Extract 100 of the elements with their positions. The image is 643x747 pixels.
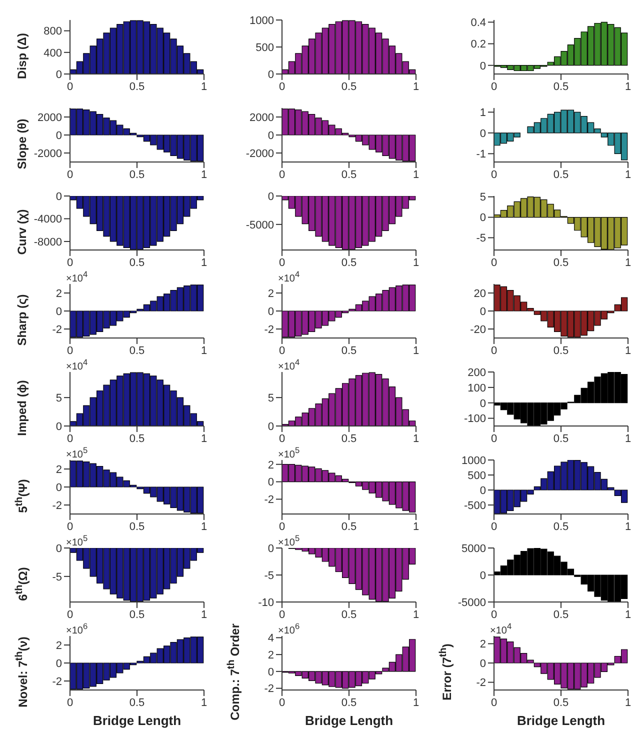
y-tick-label: 400 <box>44 47 62 60</box>
y-tick-label: 2 <box>56 464 62 476</box>
x-tick-label: 0 <box>490 80 498 93</box>
y-tick-label: 0 <box>480 484 486 497</box>
x-axis-title: Bridge Length <box>92 713 182 728</box>
x-tick-label: 0.5 <box>129 256 145 269</box>
y-tick-label: -2 <box>264 324 274 336</box>
x-tick-label: 0.5 <box>341 344 357 357</box>
y-tick-label: -4000 <box>34 214 62 226</box>
y-tick-label: 0 <box>268 190 274 203</box>
y-tick-label: -5 <box>476 232 486 245</box>
x-tick-label: 0.5 <box>129 608 145 621</box>
x-tick-label: 0.5 <box>341 432 357 445</box>
x-tick-label: 1 <box>200 432 208 445</box>
y-tick-label: -2 <box>264 494 274 506</box>
x-tick-label: 0 <box>278 520 286 533</box>
y-tick-label: 1000 <box>250 14 274 27</box>
x-tick-label: 0 <box>278 344 286 357</box>
y-axis-title: Imped (ϕ) <box>15 380 29 436</box>
x-tick-label: 0 <box>490 168 498 181</box>
y-tick-label: 800 <box>44 26 62 38</box>
x-tick-label: 1 <box>624 168 632 181</box>
x-tick-label: 1 <box>412 608 420 621</box>
y-tick-label: 0 <box>480 128 486 140</box>
x-tick-label: 0 <box>490 696 498 709</box>
x-tick-label: 1 <box>412 696 420 709</box>
x-tick-label: 0.5 <box>129 80 145 93</box>
x-tick-label: 0.5 <box>341 696 357 709</box>
y-tick-label: 0 <box>268 420 274 433</box>
x-tick-label: 0 <box>66 256 74 269</box>
x-tick-label: 1 <box>200 80 208 93</box>
x-tick-label: 0.5 <box>553 696 569 709</box>
y-tick-label: 0 <box>56 658 62 670</box>
y-tick-label: 0 <box>480 212 486 224</box>
x-tick-label: 1 <box>412 80 420 93</box>
y-tick-label: 200 <box>468 366 486 379</box>
annotation: ×10$^{5}$ <box>66 533 88 548</box>
y-tick-label: 0 <box>56 306 62 318</box>
x-tick-label: 1 <box>624 608 632 621</box>
x-tick-label: 0 <box>66 168 74 181</box>
annotation: ×10$^{4}$ <box>278 269 300 284</box>
y-tick-label: 0 <box>480 60 486 72</box>
x-tick-label: 1 <box>412 520 420 533</box>
x-tick-label: 1 <box>624 344 632 357</box>
y-tick-label: 0.4 <box>470 17 486 30</box>
y-tick-label: -5 <box>52 571 62 584</box>
x-tick-label: 0 <box>278 256 286 269</box>
x-tick-label: 0.5 <box>553 80 569 93</box>
y-tick-label: 2000 <box>38 112 62 124</box>
y-tick-label: 0.2 <box>470 38 486 51</box>
y-tick-label: -100 <box>464 413 486 426</box>
y-tick-label: -2 <box>52 500 62 512</box>
x-tick-label: 1 <box>412 344 420 357</box>
x-tick-label: 1 <box>200 608 208 621</box>
y-tick-label: 2 <box>268 649 274 662</box>
y-tick-label: -20 <box>470 324 486 336</box>
x-tick-label: 0 <box>66 432 74 445</box>
y-tick-label: -500 <box>464 500 486 512</box>
y-tick-label: -2 <box>264 683 274 696</box>
y-tick-label: 0 <box>480 658 486 670</box>
y-tick-label: 0 <box>56 190 62 203</box>
x-tick-label: 1 <box>624 80 632 93</box>
x-tick-label: 0 <box>278 80 286 93</box>
x-tick-label: 1 <box>624 520 632 533</box>
y-tick-label: 0 <box>268 130 274 142</box>
y-axis-title: Disp (Δ) <box>15 33 29 79</box>
x-tick-label: 0 <box>278 696 286 709</box>
y-tick-label: 0 <box>268 68 274 81</box>
y-tick-label: 500 <box>468 470 486 482</box>
y-tick-label: 4 <box>268 632 274 645</box>
x-tick-label: 0 <box>490 344 498 357</box>
y-tick-label: 0 <box>480 570 486 582</box>
y-tick-label: 0 <box>480 306 486 318</box>
x-tick-label: 0 <box>490 608 498 621</box>
x-tick-label: 0.5 <box>129 432 145 445</box>
x-tick-label: 0.5 <box>553 520 569 533</box>
y-tick-label: -2 <box>52 324 62 336</box>
y-tick-label: -2 <box>476 677 486 690</box>
x-tick-label: 0 <box>278 608 286 621</box>
y-tick-label: 5 <box>268 392 274 404</box>
y-tick-label: 0 <box>268 666 274 678</box>
y-tick-label: 2000 <box>250 112 274 124</box>
y-tick-label: 2 <box>56 288 62 300</box>
x-axis-title: Bridge Length <box>516 713 606 728</box>
annotation: ×10$^{4}$ <box>66 357 88 372</box>
y-tick-label: 0 <box>268 476 274 489</box>
x-tick-label: 0 <box>490 520 498 533</box>
y-axis-title: Curv (χ) <box>15 209 29 255</box>
y-tick-label: 0 <box>56 130 62 142</box>
x-tick-label: 0 <box>66 696 74 709</box>
y-tick-label: 2 <box>480 638 486 651</box>
y-tick-label: 0 <box>268 542 274 555</box>
y-tick-label: -10 <box>258 596 274 609</box>
x-tick-label: 0.5 <box>129 520 145 533</box>
annotation: ×10$^{4}$ <box>66 269 88 284</box>
x-tick-label: 0.5 <box>341 608 357 621</box>
y-axis-title: Sharp (ς) <box>15 294 29 346</box>
y-tick-label: -1 <box>476 148 486 161</box>
y-tick-label: -5000 <box>458 596 486 609</box>
y-tick-label: -2000 <box>246 148 274 160</box>
